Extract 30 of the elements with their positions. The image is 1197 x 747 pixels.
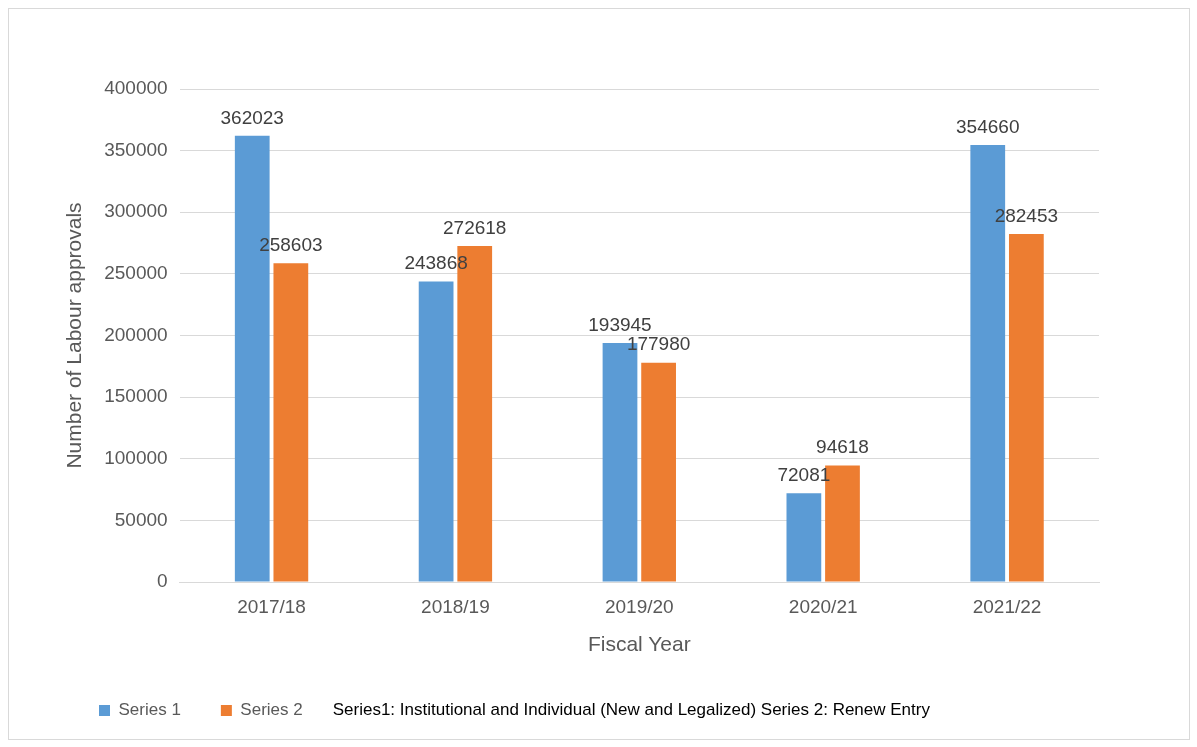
y-tick-label: 200000: [104, 323, 168, 345]
data-label: 272618: [443, 216, 507, 238]
bar: [641, 362, 676, 582]
data-label: 354660: [956, 115, 1020, 137]
bar: [786, 493, 822, 582]
x-tick-label: 2017/18: [237, 595, 306, 617]
data-label: 193945: [588, 313, 652, 335]
legend-label: Series 1: [118, 700, 181, 720]
y-tick-label: 150000: [104, 385, 168, 407]
y-tick-label: 50000: [114, 508, 168, 530]
data-label: 177980: [626, 333, 691, 355]
y-tick-label: 100000: [104, 446, 168, 468]
x-axis-title: Fiscal Year: [587, 632, 691, 656]
y-tick-label: 250000: [104, 262, 168, 284]
y-tick-label: 0: [157, 570, 168, 592]
y-tick-label: 400000: [104, 77, 168, 99]
x-tick-label: 2019/20: [604, 595, 674, 617]
x-tick-label: 2020/21: [788, 595, 858, 617]
legend-label: Series 2: [240, 700, 303, 720]
data-label: 362023: [220, 106, 284, 128]
bar: [273, 263, 309, 582]
bar: [1008, 233, 1044, 582]
y-axis-title: Number of Labour approvals: [62, 202, 86, 469]
x-tick-label: 2018/19: [421, 595, 490, 617]
y-tick-label: 300000: [104, 200, 168, 222]
data-label: 94618: [816, 436, 869, 458]
text: Series1: Institutional and Individual (New and Legalized) Series 2: Renew Entry: [332, 700, 931, 720]
x-tick-label: 2021/22: [972, 595, 1042, 617]
y-tick-label: 350000: [104, 138, 168, 160]
bar: [418, 281, 454, 582]
